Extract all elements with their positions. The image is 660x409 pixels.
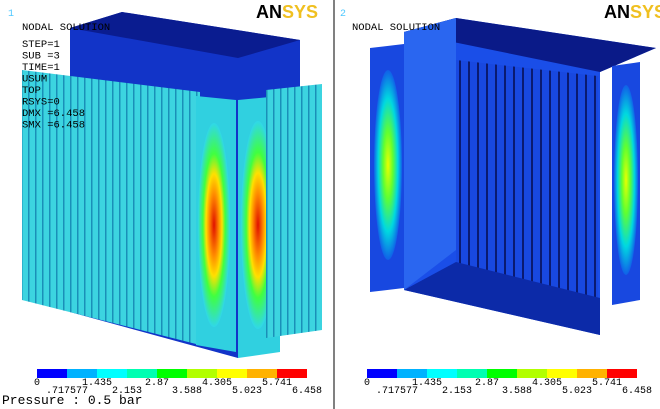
legend-label: 0 (364, 378, 370, 389)
legend-label: 5.023 (562, 386, 592, 397)
legend-label: 0 (34, 378, 40, 389)
legend-swatch (37, 369, 67, 378)
legend-swatch (367, 369, 397, 378)
legend-swatch (157, 369, 187, 378)
legend-label: 4.305 (202, 378, 232, 389)
legend-label: 2.87 (145, 378, 169, 389)
caption: Pressure : 0.5 bar (2, 393, 142, 408)
logo: ANSYS (604, 2, 660, 22)
info-line: RSYS=0 (22, 97, 60, 109)
legend-swatch (487, 369, 517, 378)
legend-label: 1.435 (412, 378, 442, 389)
info-line: TOP (22, 85, 41, 97)
logo-light: SYS (630, 2, 660, 22)
info-line: USUM (22, 74, 47, 86)
legend-label: 2.153 (112, 386, 142, 397)
legend-label: 1.435 (82, 378, 112, 389)
legend: 0 .7175771.4352.1532.873.5884.3055.0235.7… (364, 369, 652, 397)
legend-label: 5.741 (592, 378, 622, 389)
legend-swatch (127, 369, 157, 378)
legend-label: 5.741 (262, 378, 292, 389)
legend-label: .717577 (46, 386, 88, 397)
panel: 1 NODAL SOLUTION ANSYS (8, 2, 318, 34)
model-left (22, 12, 322, 358)
panel-number: 1 (8, 9, 14, 20)
legend-swatch (397, 369, 427, 378)
legend-swatch (217, 369, 247, 378)
legend-label: 5.023 (232, 386, 262, 397)
legend-label: 6.458 (622, 386, 652, 397)
panel-title: NODAL SOLUTION (22, 22, 110, 34)
legend-label: 2.153 (442, 386, 472, 397)
info-line: SUB =3 (22, 51, 60, 63)
legend: 0 .7175771.4352.1532.873.5884.3055.0235.7… (34, 369, 322, 397)
logo-light: SYS (282, 2, 318, 22)
legend-label: 6.458 (292, 386, 322, 397)
legend-label: 2.87 (475, 378, 499, 389)
info-line: TIME=1 (22, 62, 60, 74)
legend-swatch (97, 369, 127, 378)
legend-label: 4.305 (532, 378, 562, 389)
panel-number: 2 (340, 9, 346, 20)
legend-swatch (67, 369, 97, 378)
logo: ANSYS (256, 2, 318, 22)
legend-label: 3.588 (172, 386, 202, 397)
panel: 2 NODAL SOLUTION ANSYS (340, 2, 660, 34)
legend-swatch (577, 369, 607, 378)
logo-bold: AN (256, 2, 282, 22)
legend-swatch (607, 369, 637, 378)
legend-swatch (457, 369, 487, 378)
info-line: SMX =6.458 (22, 120, 85, 132)
legend-label: .717577 (376, 386, 418, 397)
info-line: DMX =6.458 (22, 108, 85, 120)
legend-swatch (277, 369, 307, 378)
legend-swatch (547, 369, 577, 378)
panel-title: NODAL SOLUTION (352, 22, 440, 34)
logo-bold: AN (604, 2, 630, 22)
model-right (370, 18, 656, 335)
legend-label: 3.588 (502, 386, 532, 397)
legend-swatch (427, 369, 457, 378)
legend-swatch (517, 369, 547, 378)
legend-swatch (247, 369, 277, 378)
legend-swatch (187, 369, 217, 378)
info-line: STEP=1 (22, 39, 60, 51)
